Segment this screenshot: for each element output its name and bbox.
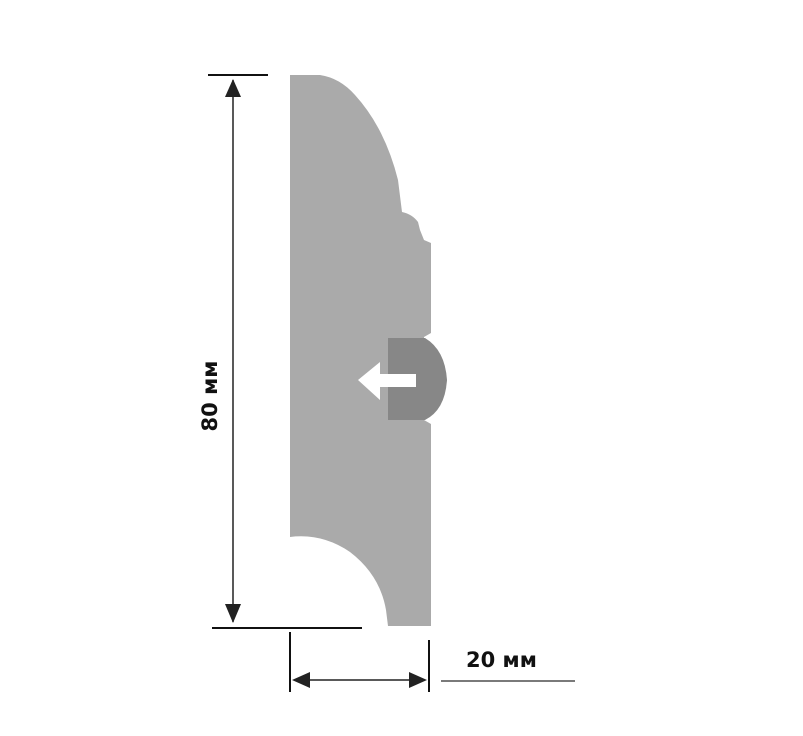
cable-clip [388, 338, 447, 420]
profile-shape [290, 75, 431, 626]
height-arrow-top-icon [225, 79, 241, 97]
width-arrow-right-icon [409, 672, 427, 688]
clip-arrow-icon [358, 362, 416, 400]
width-arrow-left-icon [292, 672, 310, 688]
height-dimension-label: 80 мм [198, 360, 222, 432]
height-arrow-bottom-icon [225, 604, 241, 623]
width-dimension-label: 20 мм [466, 648, 537, 672]
